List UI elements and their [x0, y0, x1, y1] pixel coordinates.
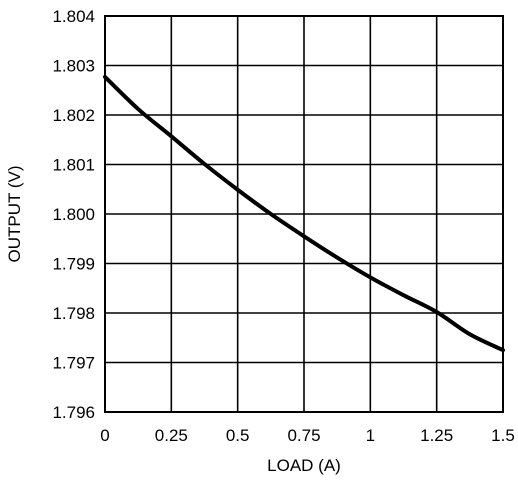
plot-frame [104, 15, 504, 413]
series-group [103, 74, 505, 353]
x-tick-label: 1.5 [491, 426, 515, 445]
y-tick-label: 1.799 [52, 255, 95, 274]
x-tick-label: 0.25 [155, 426, 188, 445]
x-axis-title: LOAD (A) [267, 456, 341, 475]
grid [104, 15, 504, 413]
x-tick-label: 0.5 [226, 426, 250, 445]
x-tick-label: 1 [366, 426, 375, 445]
y-tick-label: 1.801 [52, 156, 95, 175]
x-tick-label: 1.25 [420, 426, 453, 445]
y-axis-title: OUTPUT (V) [5, 166, 24, 263]
y-tick-label: 1.797 [52, 354, 95, 373]
x-tick-label: 0 [100, 426, 109, 445]
y-tick-label: 1.798 [52, 304, 95, 323]
y-tick-label: 1.802 [52, 106, 95, 125]
y-axis-tick-labels: 1.804 1.803 1.802 1.801 1.800 1.799 1.798 1.797… [52, 7, 95, 422]
x-tick-label: 0.75 [287, 426, 320, 445]
y-tick-label: 1.800 [52, 205, 95, 224]
y-tick-label: 1.804 [52, 7, 95, 26]
output-voltage-line [103, 74, 505, 353]
y-tick-label: 1.796 [52, 403, 95, 422]
x-axis-tick-labels: 0 0.25 0.5 0.75 1 1.25 1.5 [100, 426, 515, 445]
y-tick-label: 1.803 [52, 57, 95, 76]
